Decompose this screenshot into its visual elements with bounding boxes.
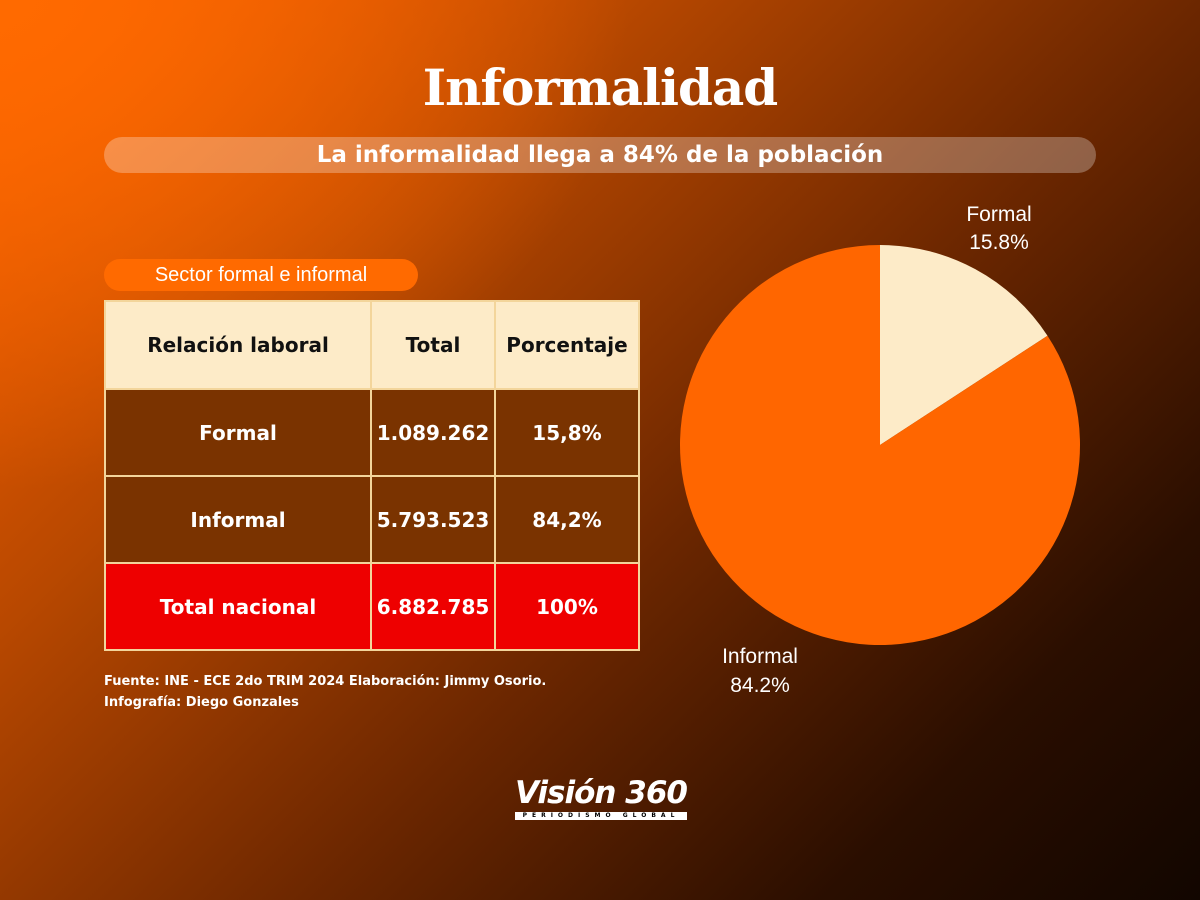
cell-total-label: Total nacional xyxy=(104,562,372,651)
pie-label-informal: Informal xyxy=(722,645,798,668)
credit-line: Infografía: Diego Gonzales xyxy=(104,695,299,710)
subtitle-banner: La informalidad llega a 84% de la poblac… xyxy=(104,137,1096,173)
cell-informal-label: Informal xyxy=(104,475,372,564)
pie-slice-formal xyxy=(880,245,1048,445)
header-porcentaje: Porcentaje xyxy=(494,300,640,390)
logo-wordmark: Visión 360 xyxy=(514,775,688,811)
header-relacion: Relación laboral xyxy=(104,300,372,390)
pie-value-informal: 84.2% xyxy=(730,674,790,697)
cell-formal-pct: 15,8% xyxy=(494,388,640,477)
pie-slice-informal xyxy=(679,245,1080,645)
cell-formal-label: Formal xyxy=(104,388,372,477)
cell-total-pct: 100% xyxy=(494,562,640,651)
logo-tagline: PERIODISMO GLOBAL xyxy=(515,812,687,820)
pie-value-formal: 15.8% xyxy=(969,231,1029,254)
pie-label-formal: Formal xyxy=(966,203,1031,226)
header-total: Total xyxy=(370,300,496,390)
page-title: Informalidad xyxy=(422,58,779,117)
table-row: Formal 1.089.262 15,8% xyxy=(104,388,640,477)
cell-informal-pct: 84,2% xyxy=(494,475,640,564)
table-row-total: Total nacional 6.882.785 100% xyxy=(104,562,640,651)
cell-total-total: 6.882.785 xyxy=(370,562,496,651)
section-label-text: Sector formal e informal xyxy=(154,263,368,286)
section-label: Sector formal e informal xyxy=(104,259,418,291)
subtitle-text: La informalidad llega a 84% de la poblac… xyxy=(316,142,884,168)
table-header-row: Relación laboral Total Porcentaje xyxy=(104,300,640,390)
table-row: Informal 5.793.523 84,2% xyxy=(104,475,640,564)
data-table: Relación laboral Total Porcentaje Formal… xyxy=(104,300,640,651)
source-note: Fuente: INE - ECE 2do TRIM 2024 Elaborac… xyxy=(104,671,644,713)
source-line: Fuente: INE - ECE 2do TRIM 2024 Elaborac… xyxy=(104,674,547,689)
logo: Visión 360 PERIODISMO GLOBAL xyxy=(513,776,689,822)
cell-formal-total: 1.089.262 xyxy=(370,388,496,477)
cell-informal-total: 5.793.523 xyxy=(370,475,496,564)
